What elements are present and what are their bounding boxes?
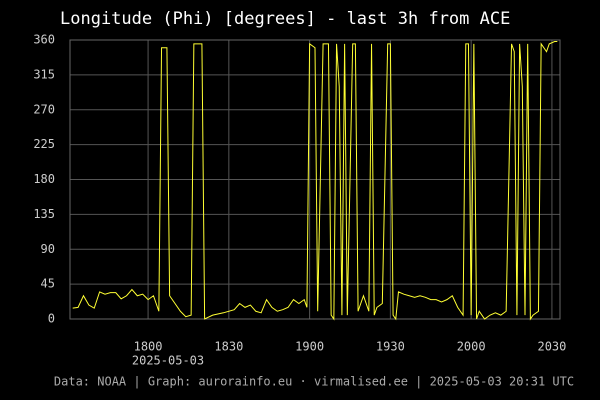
footer: Data: NOAA | Graph: aurorainfo.eu · virm… <box>54 375 574 389</box>
y-tick-label: 315 <box>33 67 55 81</box>
x-date-label: 2025-05-03 <box>132 354 204 368</box>
y-tick-label: 360 <box>33 33 55 47</box>
x-tick-label: 1900 <box>295 340 324 354</box>
y-tick-label: 225 <box>33 137 55 151</box>
y-tick-label: 270 <box>33 102 55 116</box>
x-tick-label: 2030 <box>537 340 566 354</box>
y-tick-label: 180 <box>33 172 55 186</box>
x-tick-label: 1830 <box>214 340 243 354</box>
y-tick-label: 135 <box>33 207 55 221</box>
plot-frame <box>69 39 561 320</box>
y-tick-label: 0 <box>48 312 55 326</box>
x-tick-label: 1800 <box>134 340 163 354</box>
chart-title: Longitude (Phi) [degrees] - last 3h from… <box>60 9 510 29</box>
y-tick-label: 90 <box>41 242 55 256</box>
y-tick-label: 45 <box>41 277 55 291</box>
x-tick-label: 1930 <box>376 340 405 354</box>
data-line <box>72 41 558 321</box>
x-tick-label: 2000 <box>457 340 486 354</box>
